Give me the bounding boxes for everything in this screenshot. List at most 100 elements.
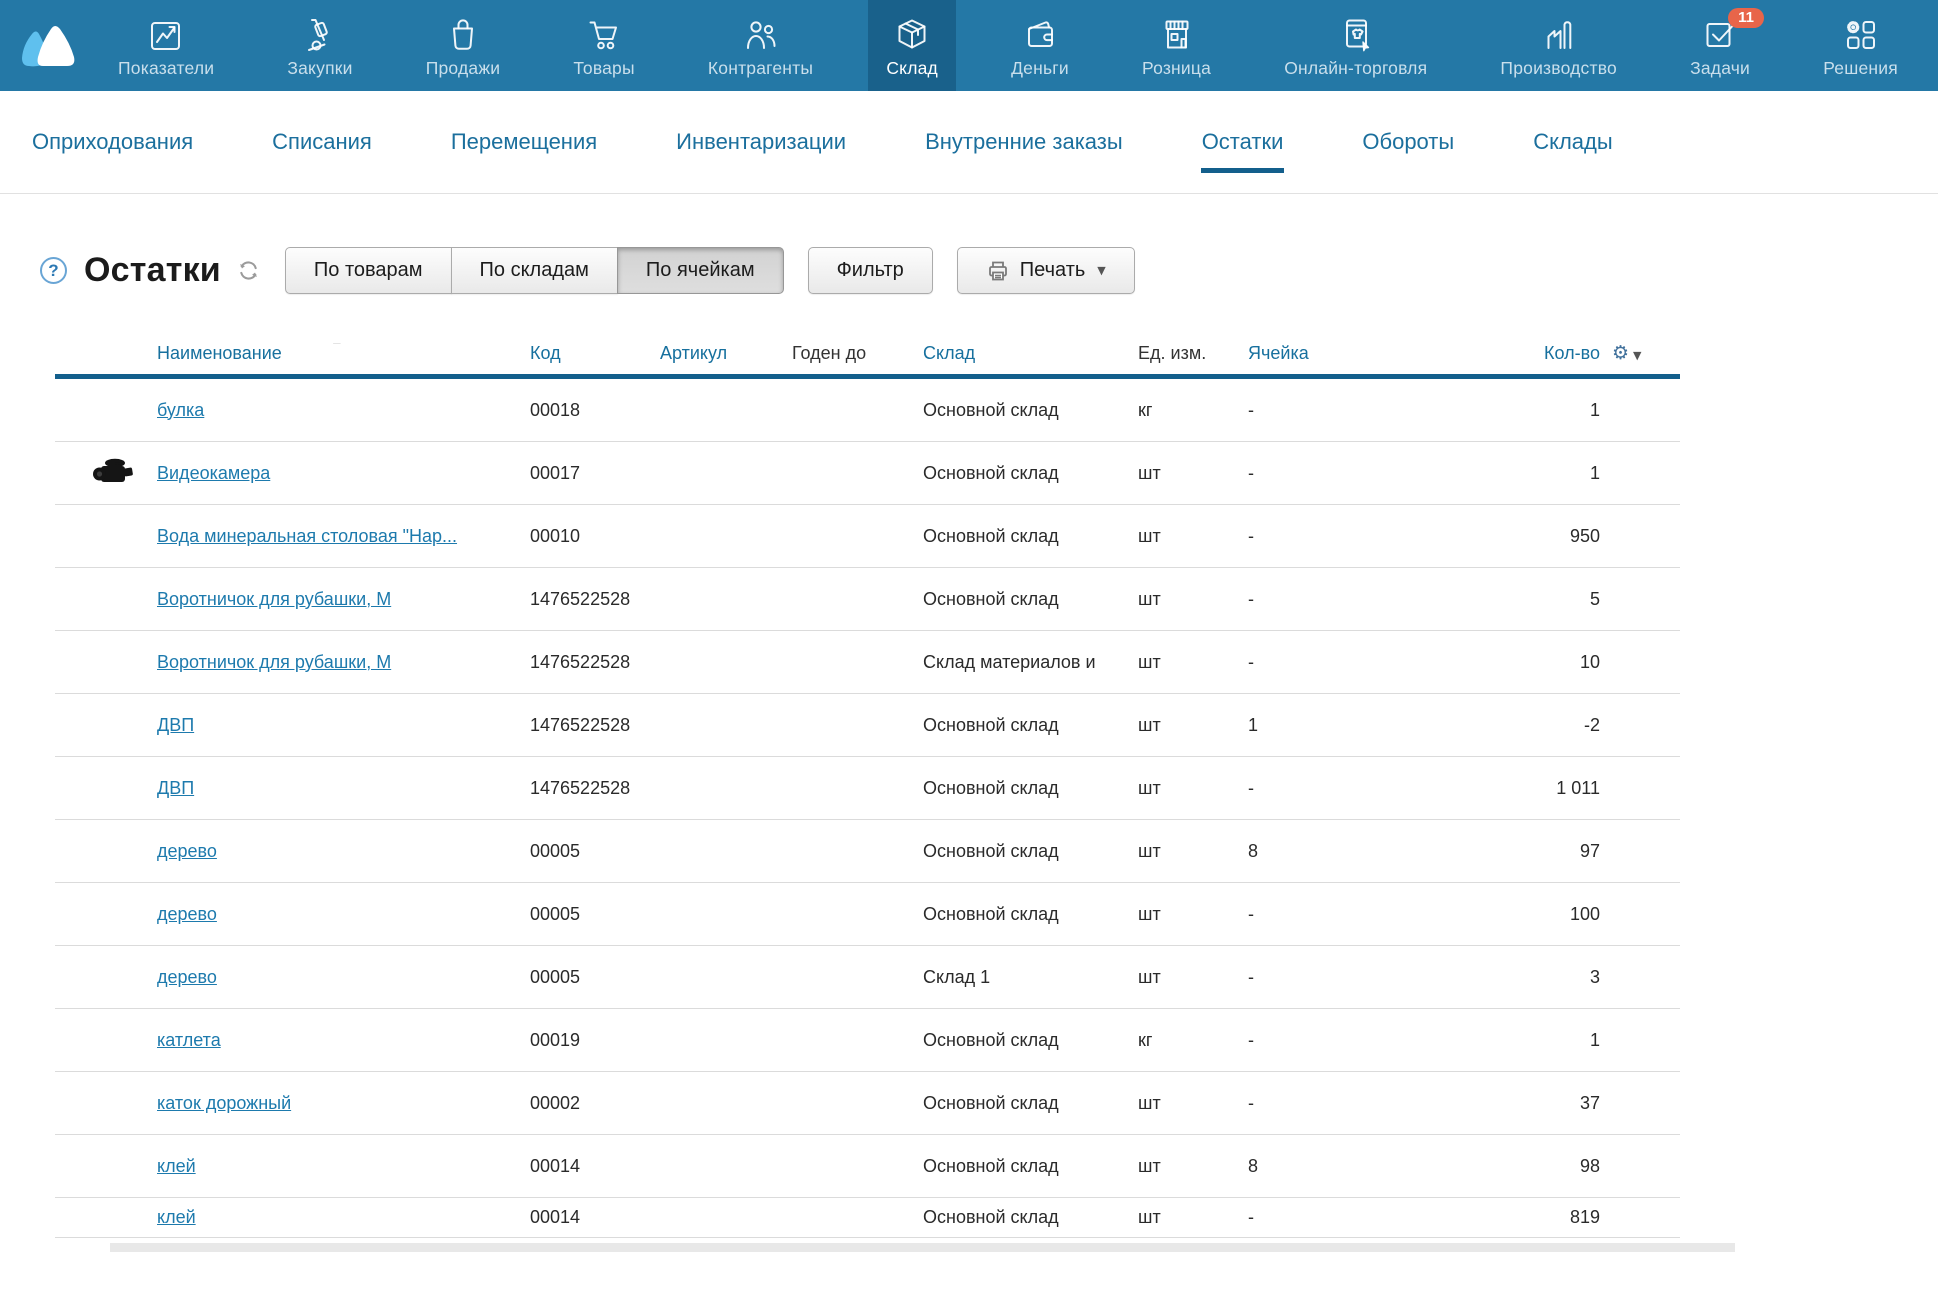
row-cell-cell: 1 xyxy=(1246,715,1380,736)
row-code-cell: 00017 xyxy=(528,463,658,484)
table-row: клей 00014 Основной склад шт 8 98 xyxy=(55,1135,1680,1198)
view-by-cells-button[interactable]: По ячейкам xyxy=(617,247,784,294)
product-link[interactable]: дерево xyxy=(157,904,217,924)
subnav-item-internal-orders[interactable]: Внутренние заказы xyxy=(925,129,1123,155)
column-header-unit: Ед. изм. xyxy=(1136,343,1246,364)
subnav-item-turnovers[interactable]: Обороты xyxy=(1362,129,1454,155)
product-link[interactable]: дерево xyxy=(157,967,217,987)
subnav-item-incomings[interactable]: Оприходования xyxy=(32,129,193,155)
row-image-cell xyxy=(55,1202,155,1234)
table-row: дерево 00005 Основной склад шт - 100 xyxy=(55,883,1680,946)
nav-item-retail[interactable]: Розница xyxy=(1124,0,1229,91)
product-link[interactable]: клей xyxy=(157,1207,196,1227)
product-link[interactable]: Воротничок для рубашки, М xyxy=(157,652,391,672)
column-header-name[interactable]: ▲ Наименование xyxy=(155,343,528,364)
product-thumbnail-camera-icon[interactable] xyxy=(90,457,134,489)
app-logo[interactable] xyxy=(0,0,100,91)
row-qty-cell: 1 xyxy=(1380,1030,1600,1051)
nav-item-solutions[interactable]: Решения xyxy=(1805,0,1916,91)
row-name-cell: ДВП xyxy=(155,715,528,736)
row-qty-cell: 5 xyxy=(1380,589,1600,610)
row-unit-cell: шт xyxy=(1136,1093,1246,1114)
nav-item-money[interactable]: Деньги xyxy=(993,0,1087,91)
nav-item-goods[interactable]: Товары xyxy=(555,0,652,91)
refresh-icon[interactable] xyxy=(237,259,260,282)
row-code-cell: 00014 xyxy=(528,1207,658,1228)
subnav-item-stock[interactable]: Остатки xyxy=(1202,129,1284,155)
row-warehouse-cell: Основной склад xyxy=(921,1207,1136,1228)
table-row: клей 00014 Основной склад шт - 819 xyxy=(55,1198,1680,1238)
column-settings-caret-icon[interactable]: ▼ xyxy=(1633,349,1641,362)
nav-label: Производство xyxy=(1500,58,1617,79)
row-cell-cell: - xyxy=(1246,589,1380,610)
product-link[interactable]: катлета xyxy=(157,1030,221,1050)
row-cell-cell: - xyxy=(1246,1093,1380,1114)
nav-item-tasks[interactable]: 11 Задачи xyxy=(1672,0,1768,91)
nav-item-online-trade[interactable]: Онлайн-торговля xyxy=(1266,0,1445,91)
column-header-warehouse[interactable]: Склад xyxy=(921,343,1136,364)
row-code-cell: 00005 xyxy=(528,967,658,988)
row-image-cell xyxy=(55,520,155,552)
column-header-article[interactable]: Артикул xyxy=(658,343,790,364)
product-link[interactable]: Вода минеральная столовая "Нар... xyxy=(157,526,457,546)
column-settings-gear-icon[interactable]: ⚙ xyxy=(1612,342,1629,364)
view-by-goods-button[interactable]: По товарам xyxy=(285,247,452,294)
row-name-cell: Вода минеральная столовая "Нар... xyxy=(155,526,528,547)
shopping-cart-icon xyxy=(584,14,624,55)
factory-icon xyxy=(1539,14,1579,55)
help-icon[interactable]: ? xyxy=(40,257,67,284)
nav-item-counterparties[interactable]: Контрагенты xyxy=(690,0,831,91)
product-link[interactable]: булка xyxy=(157,400,204,420)
row-qty-cell: 3 xyxy=(1380,967,1600,988)
subnav-item-writeoffs[interactable]: Списания xyxy=(272,129,372,155)
subnav-item-warehouses[interactable]: Склады xyxy=(1533,129,1612,155)
table-row: Воротничок для рубашки, М 1476522528 Скл… xyxy=(55,631,1680,694)
nav-item-production[interactable]: Производство xyxy=(1482,0,1635,91)
table-row: катлета 00019 Основной склад кг - 1 xyxy=(55,1009,1680,1072)
row-cell-cell: - xyxy=(1246,526,1380,547)
column-header-qty[interactable]: Кол-во xyxy=(1380,343,1600,364)
nav-item-sales[interactable]: Продажи xyxy=(408,0,519,91)
sort-asc-icon: ▲ xyxy=(333,343,341,345)
product-link[interactable]: дерево xyxy=(157,841,217,861)
row-image-cell xyxy=(55,961,155,993)
row-cell-cell: - xyxy=(1246,778,1380,799)
row-qty-cell: 98 xyxy=(1380,1156,1600,1177)
nav-label: Закупки xyxy=(287,58,352,79)
nav-item-warehouse[interactable]: Склад xyxy=(868,0,956,91)
filter-button[interactable]: Фильтр xyxy=(808,247,933,294)
row-name-cell: Воротничок для рубашки, М xyxy=(155,652,528,673)
row-cell-cell: 8 xyxy=(1246,1156,1380,1177)
page-toolbar: ? Остатки По товарам По складам По ячейк… xyxy=(40,247,1938,294)
apps-grid-icon xyxy=(1841,14,1881,55)
subnav-item-inventories[interactable]: Инвентаризации xyxy=(676,129,846,155)
product-link[interactable]: ДВП xyxy=(157,715,194,735)
view-by-warehouses-button[interactable]: По складам xyxy=(451,247,618,294)
subnav-item-movements[interactable]: Перемещения xyxy=(451,129,597,155)
row-unit-cell: шт xyxy=(1136,463,1246,484)
row-unit-cell: шт xyxy=(1136,1156,1246,1177)
row-warehouse-cell: Основной склад xyxy=(921,1156,1136,1177)
table-header-row: ▲ Наименование Код Артикул Годен до Скла… xyxy=(55,332,1680,379)
product-link[interactable]: Видеокамера xyxy=(157,463,270,483)
product-link[interactable]: каток дорожный xyxy=(157,1093,291,1113)
hand-truck-icon xyxy=(300,14,340,55)
table-row: ДВП 1476522528 Основной склад шт - 1 011 xyxy=(55,757,1680,820)
nav-item-indicators[interactable]: Показатели xyxy=(100,0,232,91)
row-image-cell xyxy=(55,646,155,678)
product-link[interactable]: клей xyxy=(157,1156,196,1176)
nav-item-purchases[interactable]: Закупки xyxy=(269,0,370,91)
printer-icon xyxy=(986,259,1010,283)
row-code-cell: 00019 xyxy=(528,1030,658,1051)
row-unit-cell: кг xyxy=(1136,400,1246,421)
print-button[interactable]: Печать ▼ xyxy=(957,247,1135,294)
row-unit-cell: шт xyxy=(1136,589,1246,610)
column-header-cell[interactable]: Ячейка xyxy=(1246,343,1380,364)
product-link[interactable]: ДВП xyxy=(157,778,194,798)
product-link[interactable]: Воротничок для рубашки, М xyxy=(157,589,391,609)
row-cell-cell: - xyxy=(1246,463,1380,484)
row-code-cell: 1476522528 xyxy=(528,652,658,673)
column-header-code[interactable]: Код xyxy=(528,343,658,364)
row-code-cell: 00010 xyxy=(528,526,658,547)
nav-label: Контрагенты xyxy=(708,58,813,79)
